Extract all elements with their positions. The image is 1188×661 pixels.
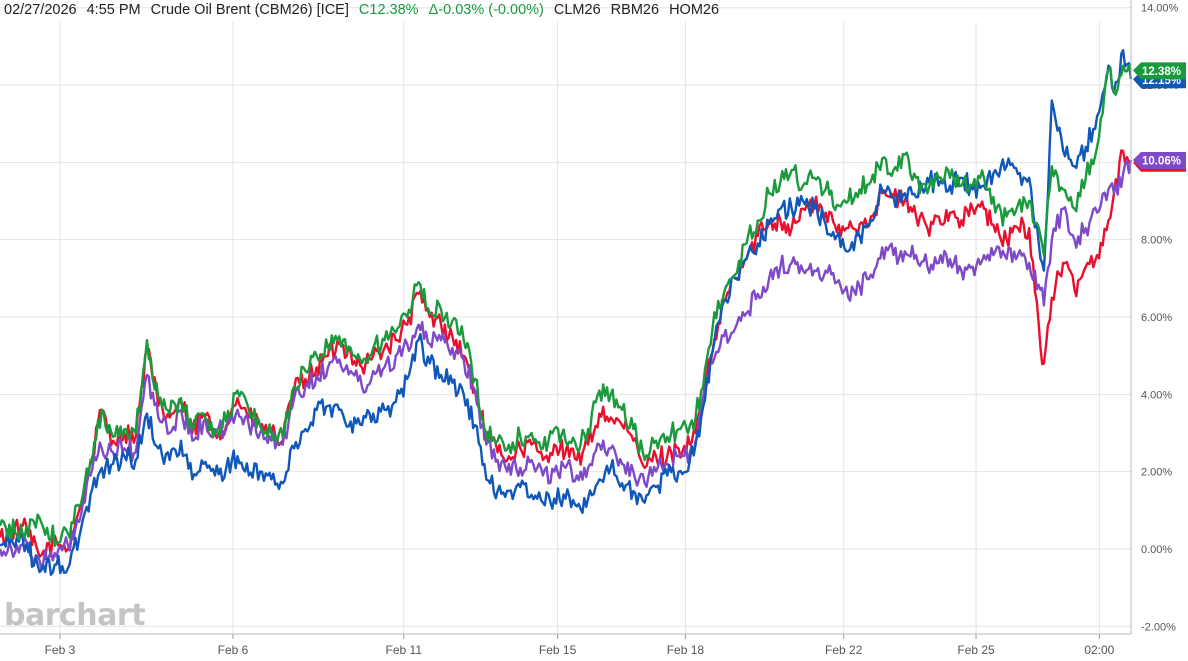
chart-header: 02/27/2026 4:55 PM Crude Oil Brent (CBM2… bbox=[4, 2, 725, 18]
grid-layer bbox=[0, 7, 1131, 634]
y-tick-label: 14.00% bbox=[1141, 3, 1179, 15]
series-line-hom26 bbox=[0, 159, 1133, 571]
y-tick-label: 2.00% bbox=[1141, 467, 1172, 479]
x-tick-label: Feb 18 bbox=[667, 643, 705, 657]
y-tick-label: 8.00% bbox=[1141, 235, 1172, 247]
y-tick-label: -2.00% bbox=[1141, 621, 1176, 633]
x-tick-label: 02:00 bbox=[1084, 643, 1114, 657]
x-tick-label: Feb 22 bbox=[825, 643, 863, 657]
end-label-hom26: 10.06% bbox=[1142, 156, 1181, 168]
x-tick-label: Feb 25 bbox=[957, 643, 995, 657]
series-layer bbox=[0, 49, 1133, 576]
header-title: Crude Oil Brent (CBM26) [ICE] bbox=[150, 2, 349, 18]
end-label-badge-cbm26 bbox=[1133, 62, 1186, 80]
y-tick-label: 6.00% bbox=[1141, 312, 1172, 324]
barchart-logo: barchart bbox=[4, 598, 146, 633]
header-time: 4:55 PM bbox=[86, 2, 141, 18]
x-tick-label: Feb 11 bbox=[386, 643, 423, 657]
y-tick-label: 0.00% bbox=[1141, 544, 1172, 556]
end-label-layer: 9.99%10.06%12.15%12.38% bbox=[1133, 62, 1186, 172]
header-change-percent: C12.38% bbox=[358, 2, 419, 18]
x-tick-label: Feb 15 bbox=[539, 643, 577, 657]
series-line-clm26 bbox=[0, 49, 1133, 576]
header-delta: Δ-0.03% (-0.00%) bbox=[428, 2, 544, 18]
end-label-badge-hom26 bbox=[1133, 152, 1186, 170]
x-tick-label: Feb 6 bbox=[218, 643, 249, 657]
header-compare-hom26[interactable]: HOM26 bbox=[669, 2, 720, 18]
end-label-cbm26: 12.38% bbox=[1142, 66, 1181, 78]
y-tick-label: 4.00% bbox=[1141, 389, 1172, 401]
series-line-cbm26 bbox=[0, 64, 1133, 548]
header-compare-rbm26[interactable]: RBM26 bbox=[610, 2, 660, 18]
header-compare-clm26[interactable]: CLM26 bbox=[553, 2, 601, 18]
header-date: 02/27/2026 bbox=[4, 2, 77, 18]
x-tick-label: Feb 3 bbox=[45, 643, 76, 657]
